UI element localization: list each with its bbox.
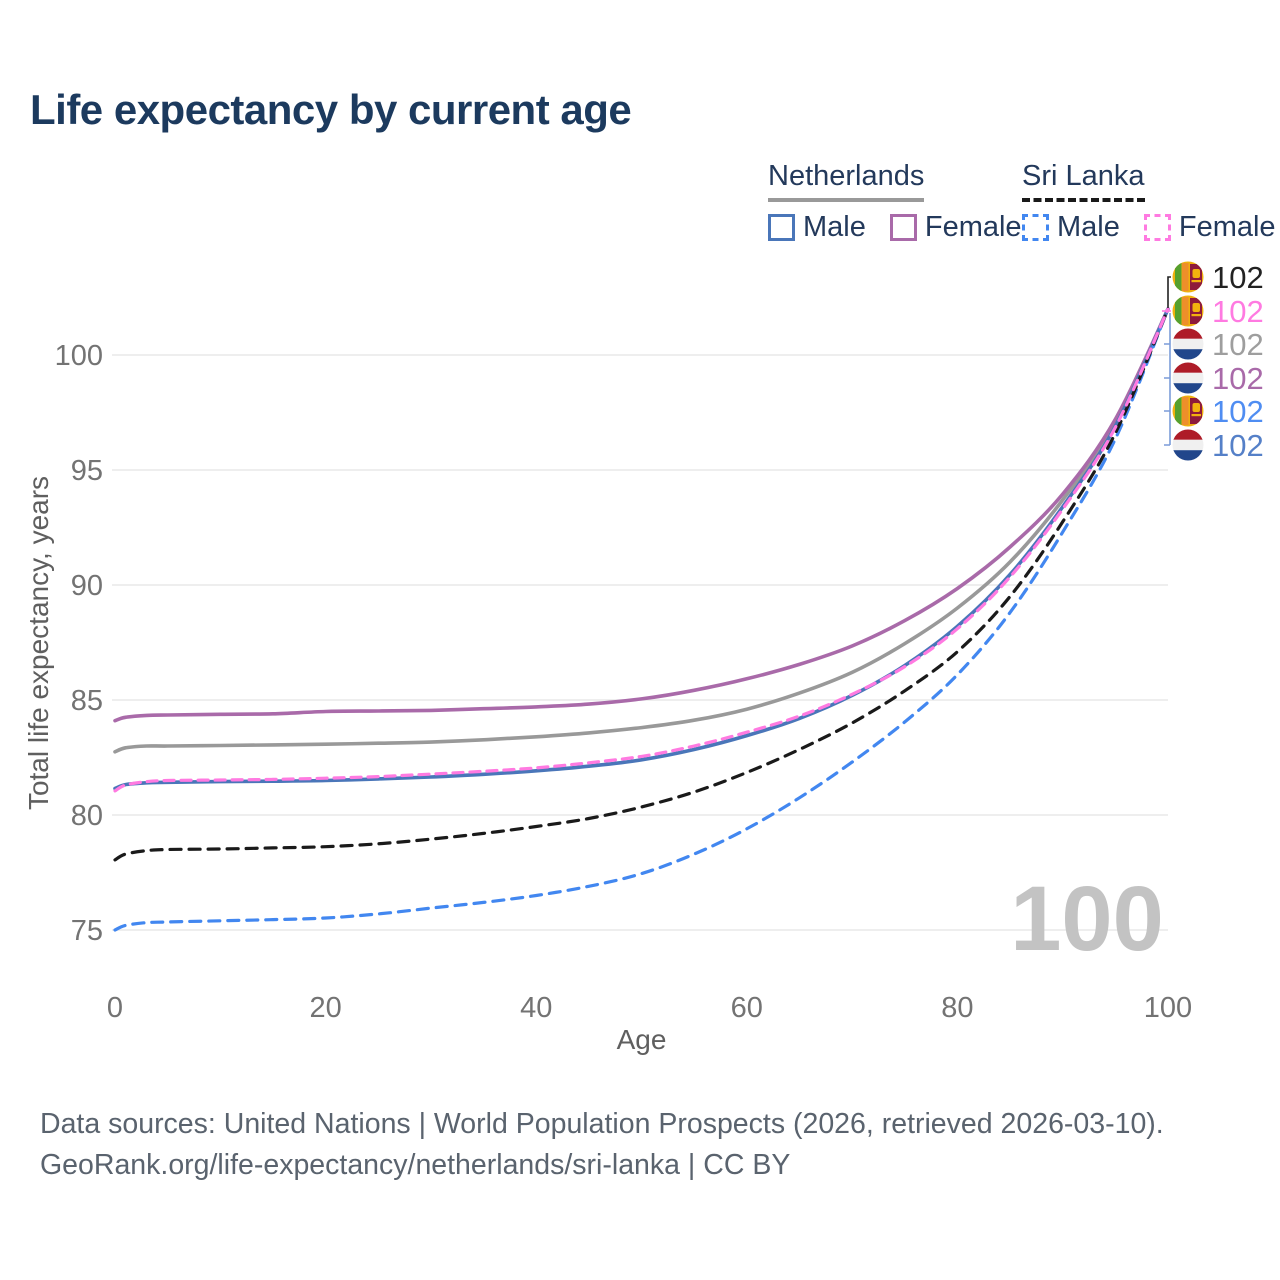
netherlands-female-swatch	[889, 214, 917, 241]
series-line-netherlands-male	[113, 307, 1170, 791]
x-tick-label-60: 60	[731, 992, 763, 1024]
end-label-value: 102	[1212, 260, 1264, 295]
series-line-sri-lanka-male	[113, 307, 1170, 932]
end-label-value: 102	[1212, 327, 1264, 362]
y-tick-label-100: 100	[55, 340, 103, 372]
sri-lanka-flag-icon	[1172, 395, 1204, 427]
end-label-sri-lanka-male: 102	[1172, 394, 1264, 429]
watermark-age-100: 100	[1010, 868, 1164, 970]
legend-group-sri-lanka: Sri Lanka Male Female	[1022, 160, 1276, 244]
netherlands-flag-icon	[1172, 429, 1204, 461]
sri-lanka-male-swatch	[1022, 214, 1049, 241]
end-label-value: 102	[1212, 294, 1264, 329]
end-label-value: 102	[1212, 428, 1264, 463]
legend-item-netherlands-female[interactable]: Female	[889, 211, 1022, 244]
legend-item-sri-lanka-male[interactable]: Male	[1022, 211, 1120, 244]
series-line-netherlands	[113, 307, 1170, 754]
legend-item-netherlands-male[interactable]: Male	[768, 211, 866, 244]
end-label-netherlands-female: 102	[1172, 361, 1264, 396]
legend-netherlands-header[interactable]: Netherlands	[768, 160, 925, 202]
netherlands-flag-icon	[1172, 328, 1204, 360]
y-tick-label-75: 75	[71, 915, 103, 947]
series-line-netherlands-female	[113, 307, 1170, 723]
page-title: Life expectancy by current age	[30, 86, 632, 133]
sri-lanka-female-swatch	[1143, 214, 1171, 241]
x-tick-label-80: 80	[941, 992, 973, 1024]
netherlands-male-swatch	[768, 214, 795, 241]
end-label-sri-lanka-female: 102	[1172, 294, 1264, 329]
legend-netherlands-items: Male Female	[768, 211, 1022, 244]
end-label-sri-lanka: 102	[1172, 260, 1264, 295]
legend-label-male: Male	[803, 211, 866, 243]
netherlands-flag-icon	[1172, 362, 1204, 394]
legend-item-sri-lanka-female[interactable]: Female	[1143, 211, 1276, 244]
y-axis-title: Total life expectancy, years	[23, 476, 54, 810]
legend-label-female: Female	[1178, 211, 1276, 243]
end-label-netherlands: 102	[1172, 327, 1264, 362]
label-connector-blue	[1164, 313, 1171, 446]
end-label-value: 102	[1212, 361, 1264, 396]
legend-sri-lanka-header[interactable]: Sri Lanka	[1022, 160, 1145, 202]
y-tick-label-80: 80	[71, 800, 103, 832]
series-line-sri-lanka-female	[113, 307, 1170, 793]
legend-label-male: Male	[1057, 211, 1120, 243]
y-tick-label-85: 85	[71, 685, 103, 717]
x-tick-label-20: 20	[309, 992, 341, 1024]
y-tick-label-95: 95	[71, 455, 103, 487]
footer-data-sources: Data sources: United Nations | World Pop…	[40, 1108, 1164, 1140]
sri-lanka-flag-icon	[1172, 295, 1204, 327]
legend-sri-lanka-items: Male Female	[1022, 211, 1276, 244]
legend-group-netherlands: Netherlands Male Female	[768, 160, 1022, 244]
footer-attribution: GeoRank.org/life-expectancy/netherlands/…	[40, 1149, 791, 1181]
chart: 75 80 85 90 95 100 0 20 40 60 80 100 Age Total life e…	[23, 260, 1264, 1055]
x-tick-label-100: 100	[1144, 992, 1192, 1024]
x-axis-title: Age	[617, 1024, 667, 1055]
end-label-value: 102	[1212, 394, 1264, 429]
y-tick-label-90: 90	[71, 570, 103, 602]
label-connector-black	[1167, 276, 1171, 308]
x-tick-label-0: 0	[107, 992, 123, 1024]
sri-lanka-flag-icon	[1172, 261, 1204, 293]
legend-label-female: Female	[924, 211, 1022, 243]
end-label-netherlands-male: 102	[1172, 428, 1264, 463]
series-line-sri-lanka	[113, 307, 1170, 862]
x-tick-label-40: 40	[520, 992, 552, 1024]
footer: Data sources: United Nations | World Pop…	[40, 1104, 1164, 1186]
